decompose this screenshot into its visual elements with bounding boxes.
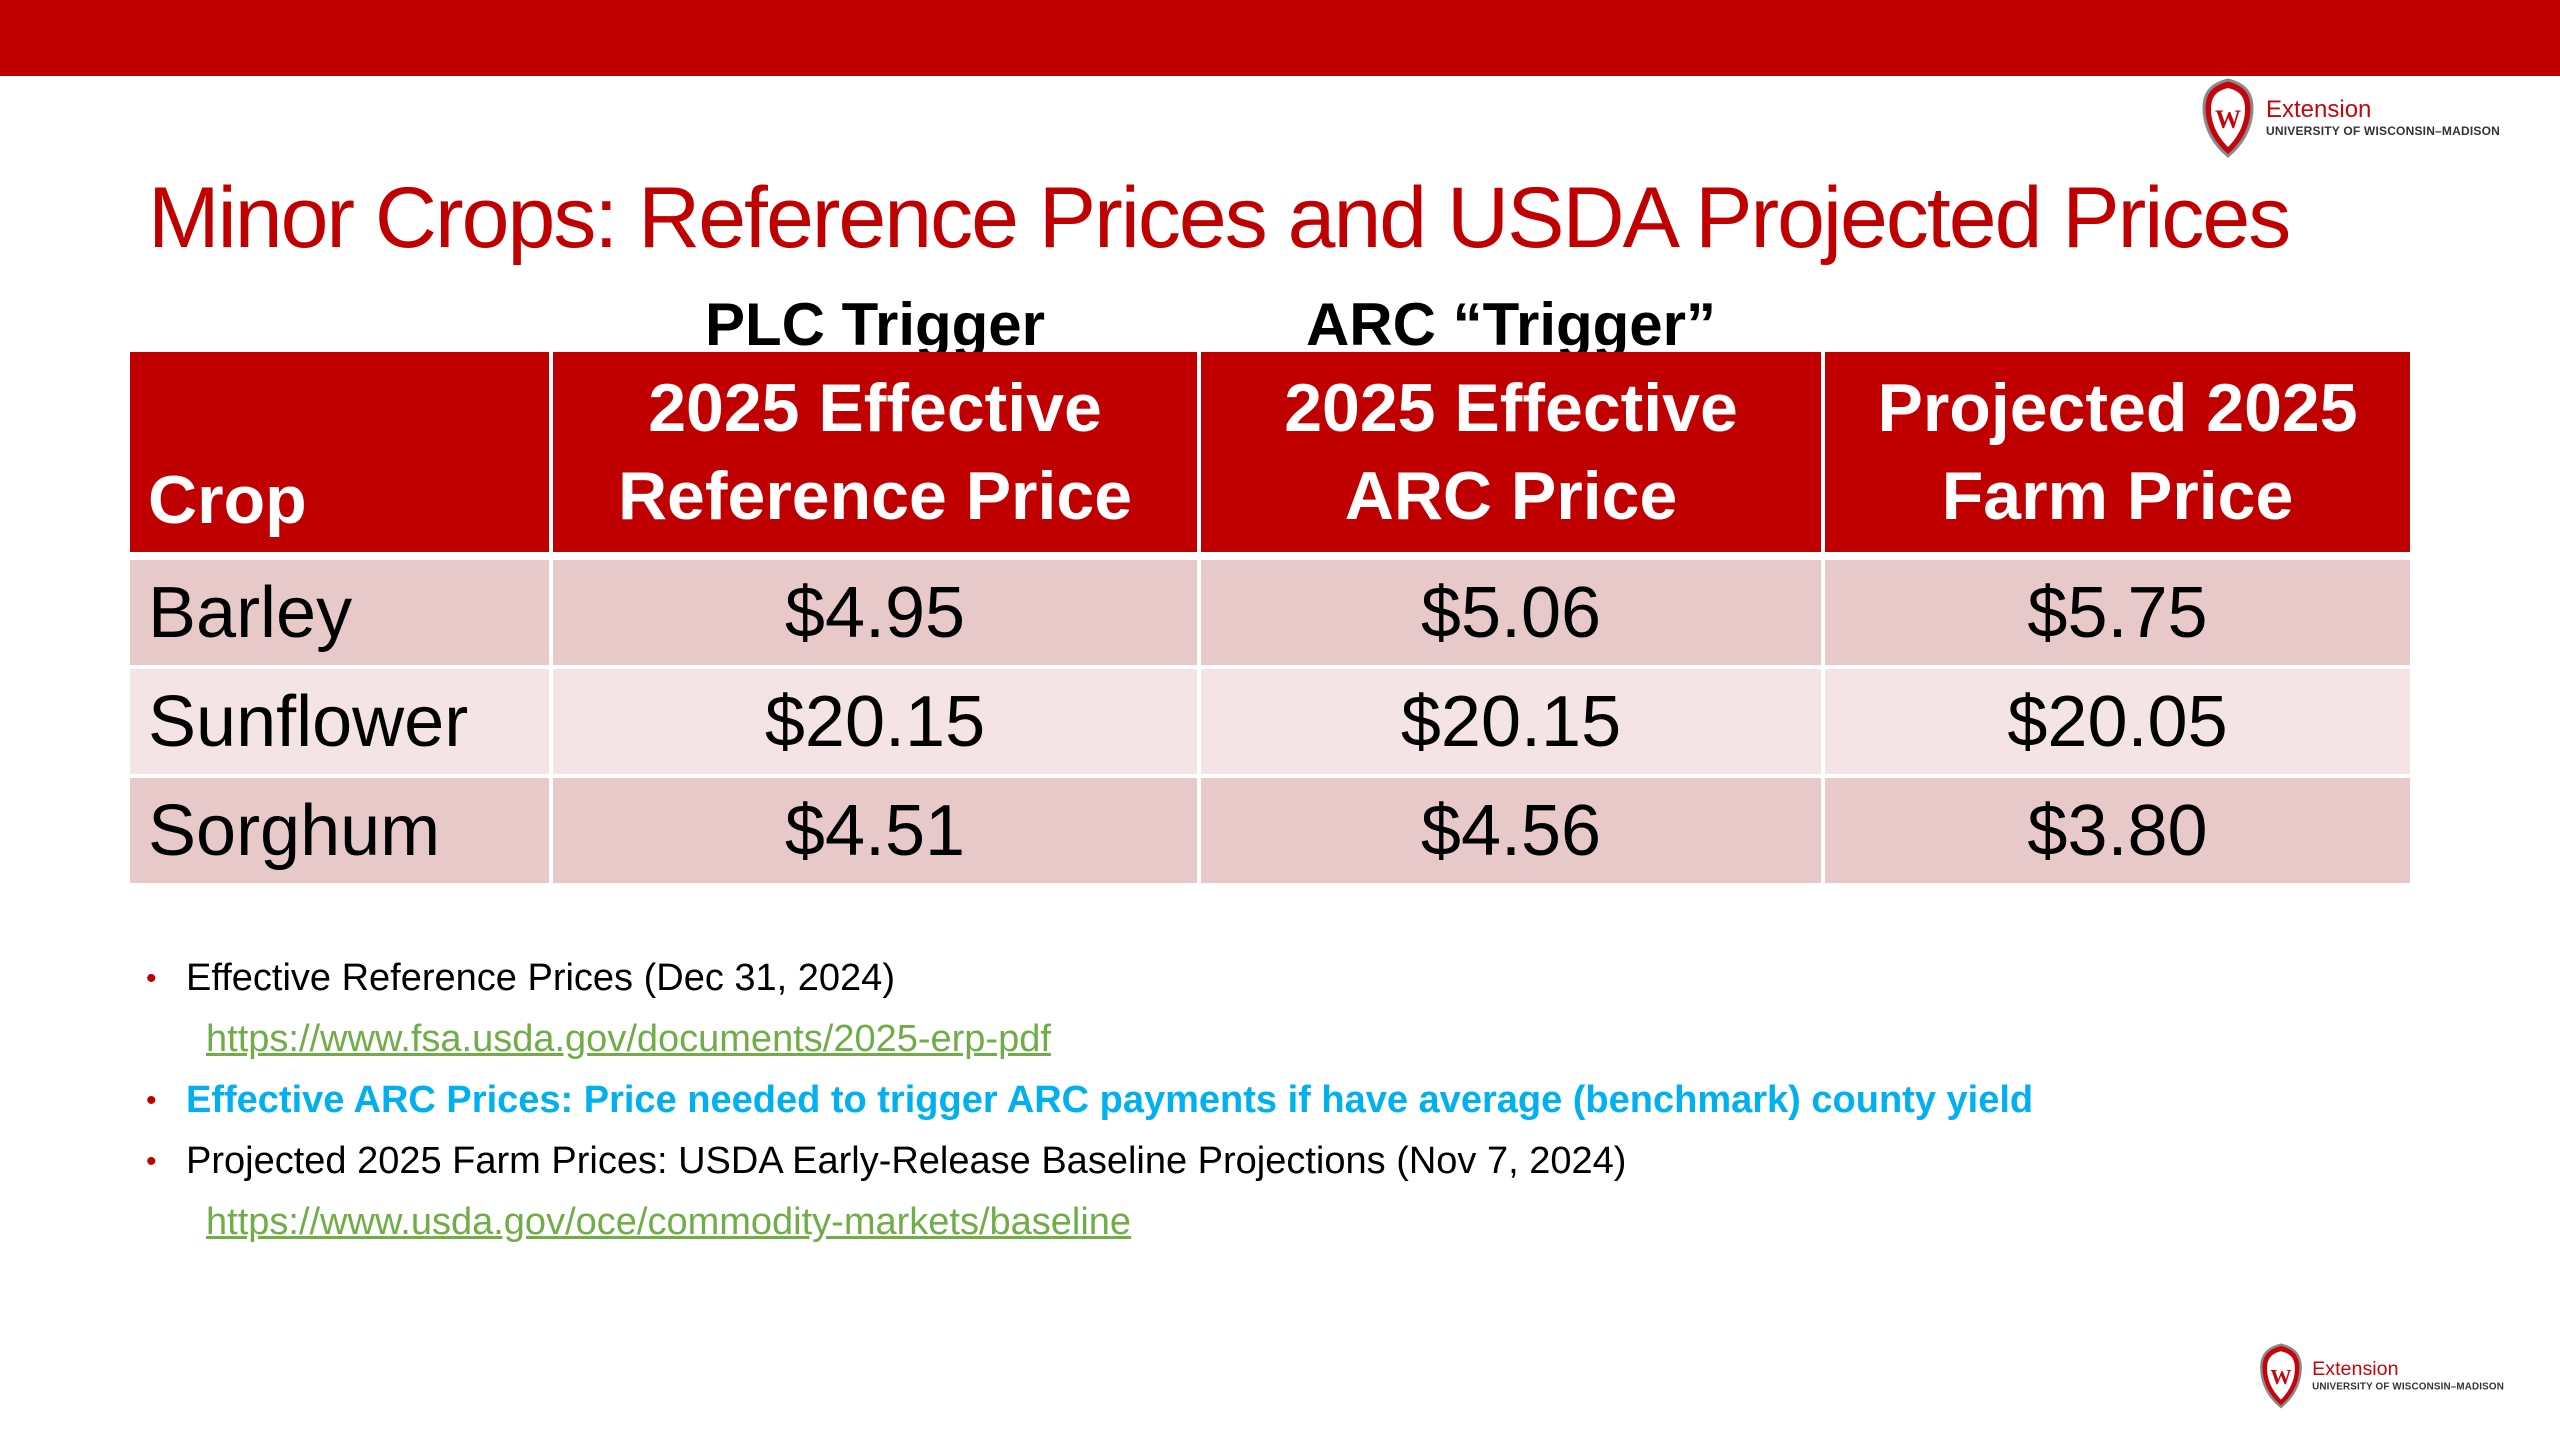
uw-crest-icon: W bbox=[2202, 78, 2254, 158]
arc-price-cell: $5.06 bbox=[1199, 556, 1825, 669]
table-row: Sorghum $4.51 $4.56 $3.80 bbox=[130, 776, 2410, 887]
note-text-highlight: Effective ARC Prices: Price needed to tr… bbox=[186, 1079, 2034, 1121]
extension-logo-bottom: W Extension UNIVERSITY OF WISCONSIN–MADI… bbox=[2258, 1343, 2504, 1409]
table-row: Sunflower $20.15 $20.15 $20.05 bbox=[130, 667, 2410, 778]
bullet-icon: • bbox=[146, 1084, 157, 1117]
crop-cell: Sunflower bbox=[130, 667, 553, 778]
note-item: • Effective ARC Prices: Price needed to … bbox=[146, 1070, 2446, 1131]
reference-price-cell: $4.51 bbox=[551, 776, 1201, 887]
header-arc-price: 2025 Effective ARC Price bbox=[1199, 352, 1825, 560]
note-link-line: https://www.usda.gov/oce/commodity-marke… bbox=[146, 1192, 2446, 1253]
header-arc-line2: ARC Price bbox=[1344, 458, 1678, 534]
logo-subtitle: UNIVERSITY OF WISCONSIN–MADISON bbox=[2312, 1380, 2505, 1393]
header-bar bbox=[0, 0, 2560, 76]
logo-text: Extension UNIVERSITY OF WISCONSIN–MADISO… bbox=[2266, 97, 2500, 139]
crest-letter: W bbox=[2270, 1365, 2291, 1389]
crest-letter: W bbox=[2215, 105, 2241, 134]
logo-word: Extension bbox=[2266, 96, 2372, 123]
price-table: Crop 2025 Effective Reference Price 2025… bbox=[130, 352, 2410, 887]
arc-price-cell: $20.15 bbox=[1199, 667, 1825, 778]
projected-price-cell: $20.05 bbox=[1823, 667, 2410, 778]
projected-price-cell: $3.80 bbox=[1823, 776, 2410, 887]
arc-trigger-label: ARC “Trigger” bbox=[1305, 291, 1717, 358]
page-title: Minor Crops: Reference Prices and USDA P… bbox=[148, 170, 2291, 266]
logo-subtitle: UNIVERSITY OF WISCONSIN–MADISON bbox=[2266, 124, 2501, 138]
erp-link[interactable]: https://www.fsa.usda.gov/documents/2025-… bbox=[206, 1018, 1051, 1060]
note-link-line: https://www.fsa.usda.gov/documents/2025-… bbox=[146, 1009, 2446, 1070]
note-item: • Projected 2025 Farm Prices: USDA Early… bbox=[146, 1131, 2446, 1192]
reference-price-cell: $4.95 bbox=[551, 556, 1201, 669]
header-crop: Crop bbox=[130, 352, 553, 560]
logo-word: Extension bbox=[2312, 1357, 2399, 1380]
table-header-row: Crop 2025 Effective Reference Price 2025… bbox=[130, 352, 2410, 560]
extension-logo-top: W Extension UNIVERSITY OF WISCONSIN–MADI… bbox=[2200, 78, 2500, 158]
uw-crest-icon: W bbox=[2260, 1343, 2302, 1409]
bullet-icon: • bbox=[146, 1145, 157, 1178]
baseline-link[interactable]: https://www.usda.gov/oce/commodity-marke… bbox=[206, 1201, 1132, 1243]
crop-cell: Barley bbox=[130, 556, 553, 669]
note-item: • Effective Reference Prices (Dec 31, 20… bbox=[146, 948, 2446, 1009]
header-proj-line2: Farm Price bbox=[1941, 458, 2294, 534]
bullet-icon: • bbox=[146, 962, 157, 995]
note-text: Effective Reference Prices (Dec 31, 2024… bbox=[186, 957, 895, 999]
projected-price-cell: $5.75 bbox=[1823, 556, 2410, 669]
table-row: Barley $4.95 $5.06 $5.75 bbox=[130, 556, 2410, 669]
arc-price-cell: $4.56 bbox=[1199, 776, 1825, 887]
header-ref-line1: 2025 Effective bbox=[648, 370, 1102, 446]
note-text: Projected 2025 Farm Prices: USDA Early-R… bbox=[186, 1140, 1627, 1182]
plc-trigger-label: PLC Trigger bbox=[704, 291, 1046, 358]
notes-list: • Effective Reference Prices (Dec 31, 20… bbox=[146, 948, 2446, 1253]
logo-text: Extension UNIVERSITY OF WISCONSIN–MADISO… bbox=[2312, 1357, 2505, 1393]
header-crop-label: Crop bbox=[148, 462, 307, 538]
crop-cell: Sorghum bbox=[130, 776, 553, 887]
header-ref-line2: Reference Price bbox=[617, 458, 1133, 534]
header-proj-line1: Projected 2025 bbox=[1877, 370, 2358, 446]
header-reference-price: 2025 Effective Reference Price bbox=[551, 352, 1201, 560]
header-projected-price: Projected 2025 Farm Price bbox=[1823, 352, 2410, 560]
reference-price-cell: $20.15 bbox=[551, 667, 1201, 778]
header-arc-line1: 2025 Effective bbox=[1284, 370, 1738, 446]
